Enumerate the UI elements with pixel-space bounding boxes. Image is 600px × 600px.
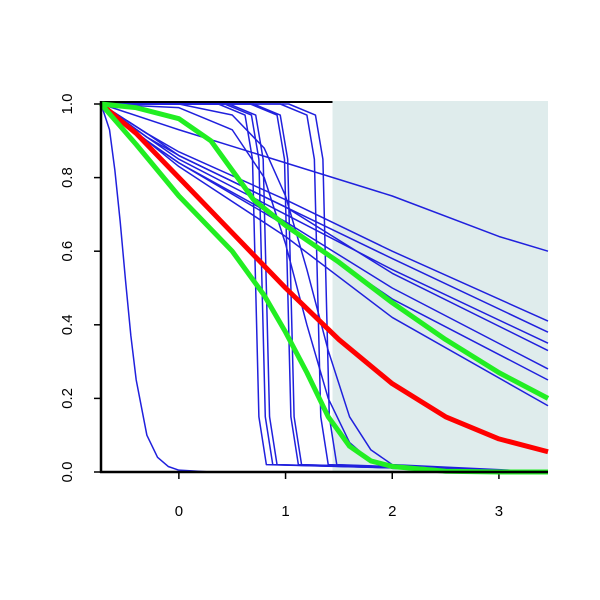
x-tick-label: 0 xyxy=(175,503,183,520)
x-tick-label: 2 xyxy=(388,503,396,520)
series-line xyxy=(100,103,549,352)
x-tick-label: 3 xyxy=(495,503,503,520)
y-tick-label: 0.0 xyxy=(59,462,76,483)
y-tick-label: 0.8 xyxy=(59,167,76,188)
series-line xyxy=(99,102,549,455)
y-tick-label: 0.4 xyxy=(59,314,76,335)
series-line xyxy=(100,103,549,252)
series-line xyxy=(101,103,549,473)
x-tick-label: 1 xyxy=(281,503,289,520)
series-line xyxy=(99,102,548,475)
y-tick-label: 0.6 xyxy=(59,241,76,262)
series-line xyxy=(100,103,549,344)
series-line xyxy=(101,103,549,473)
series-line xyxy=(101,103,549,473)
series-line xyxy=(101,103,549,473)
series-line xyxy=(101,103,549,473)
series-line xyxy=(100,103,548,473)
y-tick-label: 0.2 xyxy=(59,388,76,409)
series-line xyxy=(100,101,550,401)
series-line xyxy=(101,103,549,473)
y-tick-label: 1.0 xyxy=(59,94,76,115)
series-line xyxy=(101,103,549,473)
